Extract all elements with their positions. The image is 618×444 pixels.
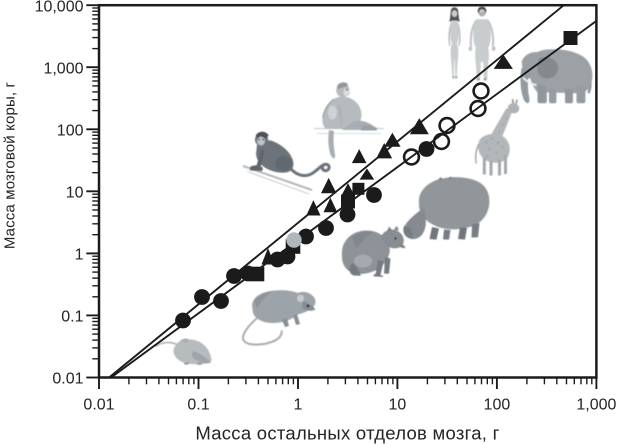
svg-text:0.01: 0.01 <box>52 371 83 388</box>
svg-text:1: 1 <box>75 247 84 264</box>
svg-text:100: 100 <box>484 397 511 414</box>
svg-text:0.1: 0.1 <box>61 309 83 326</box>
svg-text:Масса мозговой коры, г: Масса мозговой коры, г <box>2 81 19 249</box>
svg-text:10: 10 <box>66 185 84 202</box>
svg-text:10: 10 <box>389 397 407 414</box>
svg-text:1,000: 1,000 <box>43 61 83 78</box>
svg-text:100: 100 <box>57 123 84 140</box>
svg-text:1,000: 1,000 <box>576 397 616 414</box>
svg-text:1: 1 <box>294 397 303 414</box>
svg-text:0.01: 0.01 <box>83 397 114 414</box>
svg-text:10,000: 10,000 <box>35 0 84 15</box>
svg-text:Масса остальных отделов мозга,: Масса остальных отделов мозга, г <box>195 423 499 444</box>
svg-text:0.1: 0.1 <box>187 397 209 414</box>
